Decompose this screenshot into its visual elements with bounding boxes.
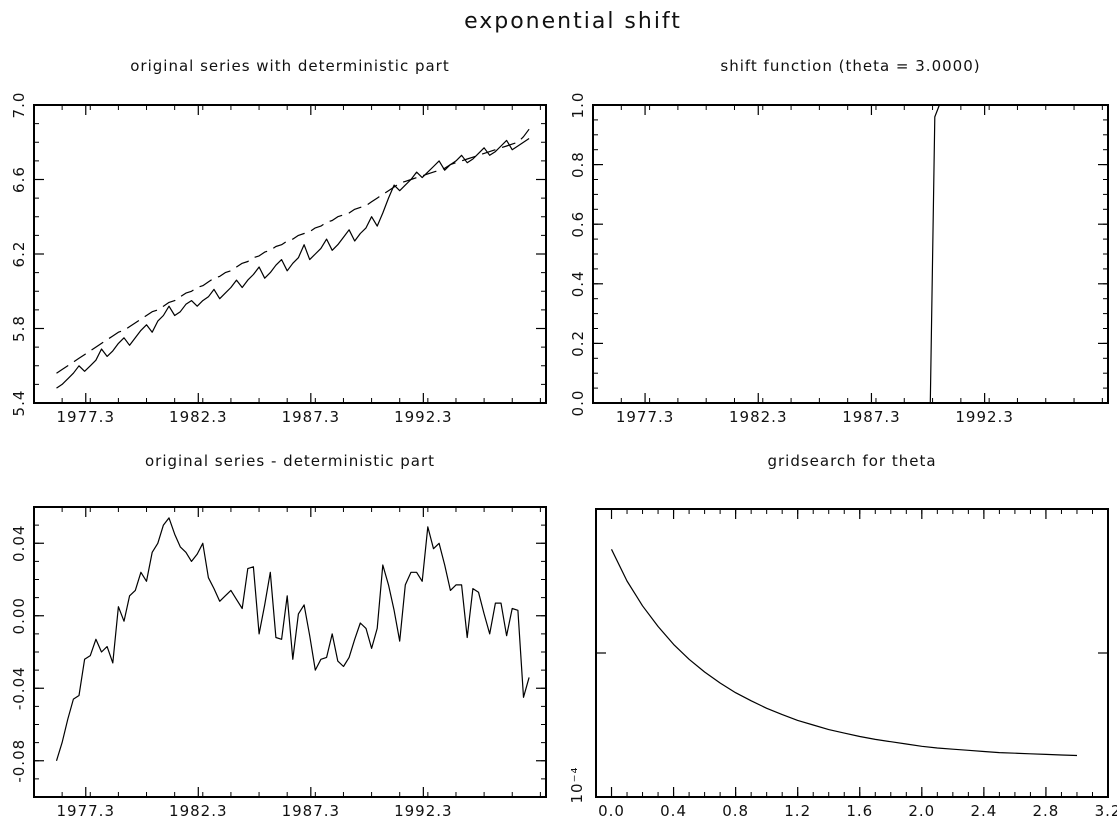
y-tick-label: 0.04 xyxy=(10,525,28,562)
panel-original-series: original series with deterministic part 1… xyxy=(10,57,547,426)
y-tick-label: 0.0 xyxy=(569,390,587,417)
x-tick-label: 3.2 xyxy=(1095,802,1117,820)
plot-frame xyxy=(592,104,1109,404)
panel-title: shift function (theta = 3.0000) xyxy=(720,57,980,75)
x-tick-label: 1987.3 xyxy=(282,802,341,820)
x-tick-label: 1987.3 xyxy=(282,408,341,426)
x-tick-label: 1977.3 xyxy=(57,408,116,426)
x-tick-label: 0.0 xyxy=(598,802,625,820)
panel-gridsearch: gridsearch for theta 0.0 0.4 0.8 1.2 1.6 2.0 2.… xyxy=(568,452,1117,820)
x-tick-label: 1977.3 xyxy=(57,802,116,820)
x-tick-label: 2.8 xyxy=(1033,802,1060,820)
y-tick-label: -0.04 xyxy=(10,666,28,710)
x-tick-label: 1982.3 xyxy=(169,802,228,820)
y-tick-label: 0.00 xyxy=(10,597,28,634)
x-tick-label: 0.8 xyxy=(722,802,749,820)
panel-title: original series - deterministic part xyxy=(145,452,435,470)
panel-shift-function: shift function (theta = 3.0000) 1977.3 198… xyxy=(569,57,1109,426)
series-line-dashed xyxy=(56,128,530,374)
series-line xyxy=(610,549,1078,757)
x-tick-label: 1987.3 xyxy=(842,408,901,426)
series-line xyxy=(615,104,1091,404)
x-tick-label: 1.2 xyxy=(784,802,811,820)
x-tick-label: 1977.3 xyxy=(616,408,675,426)
panel-title: gridsearch for theta xyxy=(767,452,936,470)
plot-frame xyxy=(33,506,547,798)
x-tick-label: 1992.3 xyxy=(394,408,453,426)
y-tick-label: 5.4 xyxy=(10,390,28,417)
x-tick-label: 1.6 xyxy=(846,802,873,820)
y-tick-label: 6.2 xyxy=(10,241,28,268)
panel-title: original series with deterministic part xyxy=(130,57,449,75)
y-tick-label: 7.0 xyxy=(10,92,28,119)
series-line xyxy=(56,138,530,389)
y-tick-label: -0.08 xyxy=(10,739,28,783)
y-tick-label: 6.6 xyxy=(10,166,28,193)
x-tick-label: 2.4 xyxy=(970,802,997,820)
x-tick-label: 1982.3 xyxy=(169,408,228,426)
y-tick-label: 1.0 xyxy=(569,92,587,119)
y-tick-label: 10⁻⁴ xyxy=(568,766,586,803)
panel-residuals: original series - deterministic part 1977… xyxy=(10,452,547,820)
x-tick-label: 1992.3 xyxy=(955,408,1014,426)
plot-frame xyxy=(33,104,547,404)
x-tick-label: 1992.3 xyxy=(394,802,453,820)
series-line xyxy=(55,517,530,761)
x-tick-label: 0.4 xyxy=(660,802,687,820)
y-tick-label: 0.6 xyxy=(569,211,587,238)
figure-title: exponential shift xyxy=(464,9,682,34)
y-tick-label: 0.4 xyxy=(569,270,587,297)
x-tick-label: 1982.3 xyxy=(729,408,788,426)
x-tick-label: 2.0 xyxy=(908,802,935,820)
y-tick-label: 0.8 xyxy=(569,151,587,178)
y-tick-label: 0.2 xyxy=(569,330,587,357)
y-tick-label: 5.8 xyxy=(10,315,28,342)
